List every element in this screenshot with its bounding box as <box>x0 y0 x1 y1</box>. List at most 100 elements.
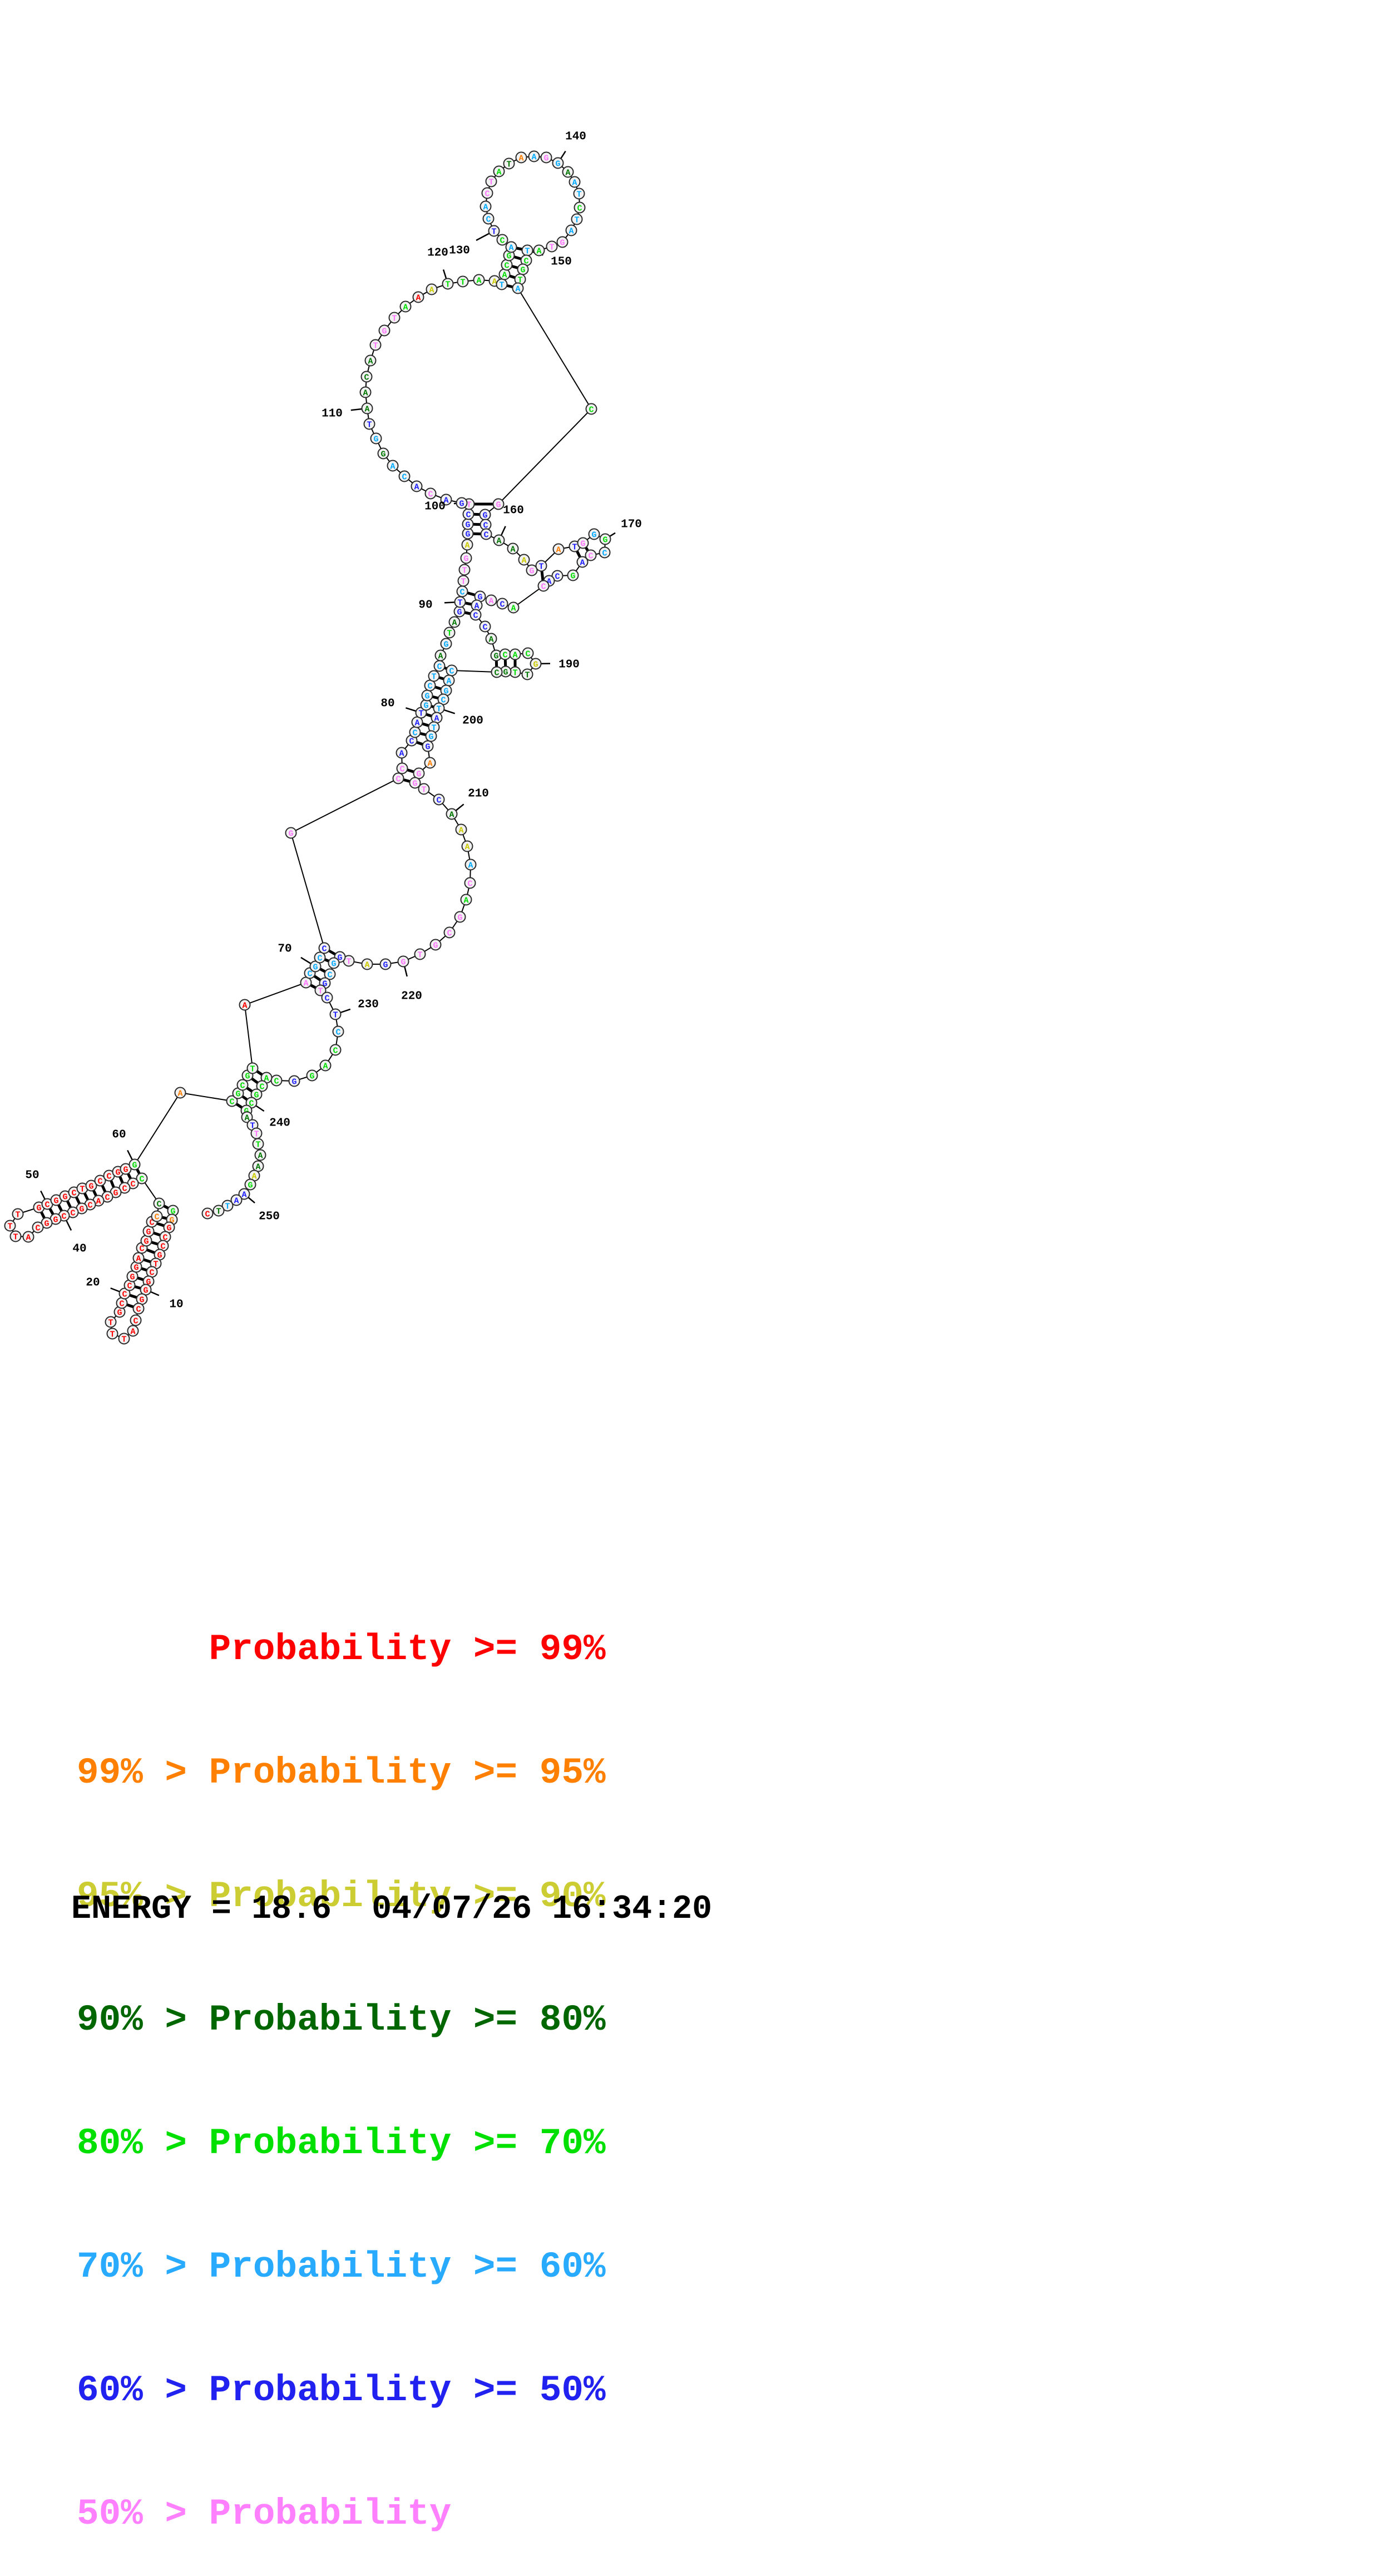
nucleotide-letter: C <box>106 1172 111 1181</box>
nucleotide-letter: C <box>333 1046 338 1055</box>
nucleotide-letter: T <box>15 1210 20 1220</box>
legend-line-below-50: 50% > Probability <box>77 2494 606 2535</box>
nucleotide-letter: G <box>134 1263 139 1272</box>
position-label: 80 <box>380 698 394 710</box>
nucleotide-letter: C <box>122 1290 127 1299</box>
nucleotide-letter: C <box>364 373 369 382</box>
nucleotide-letter: G <box>88 1182 93 1191</box>
position-label: 200 <box>462 715 483 728</box>
nucleotide-letter: A <box>510 545 515 554</box>
nucleotide-letter: C <box>502 650 507 660</box>
nucleotide-letter: C <box>119 1299 124 1309</box>
nucleotide-letter: T <box>7 1222 12 1231</box>
nucleotide-letter: C <box>427 682 432 691</box>
legend-line-99: Probability >= 99% <box>77 1629 606 1670</box>
nucleotide-letter: G <box>533 660 538 669</box>
nucleotide-letter: G <box>493 652 498 661</box>
nucleotide-letter: A <box>515 284 520 294</box>
nucleotide-letter: C <box>555 572 560 581</box>
nucleotide-letter: T <box>447 629 452 638</box>
nucleotide-letter: T <box>491 227 496 236</box>
position-label: 110 <box>322 408 343 421</box>
nucleotide-letter: C <box>317 954 322 963</box>
nucleotide-letter: C <box>70 1208 75 1218</box>
nucleotide-letter: A <box>26 1233 31 1242</box>
nucleotide-letter: T <box>538 562 543 571</box>
nucleotide-letter: A <box>323 1062 328 1071</box>
nucleotide-letter: T <box>431 672 436 682</box>
nucleotide-letter: T <box>225 1202 230 1211</box>
position-label: 60 <box>112 1129 126 1142</box>
nucleotide-letter: C <box>500 236 505 245</box>
nucleotide-letter: C <box>436 796 441 805</box>
probability-legend: Probability >= 99% 99% > Probability >= … <box>77 1547 606 2576</box>
nucleotide-letter: G <box>401 958 406 967</box>
nucleotide-letter: T <box>333 1010 338 1020</box>
position-label: 140 <box>565 131 586 144</box>
nucleotide-letter: G <box>459 499 464 509</box>
nucleotide-letter: T <box>549 243 554 252</box>
legend-line-60: 70% > Probability >= 60% <box>77 2247 606 2288</box>
nucleotide-letter: C <box>525 649 530 659</box>
nucleotide-letter: G <box>529 566 534 576</box>
nucleotide-letter: G <box>331 959 336 969</box>
energy-timestamp-line: ENERGY = 18.6 04/07/26 16:34:20 <box>71 1891 712 1928</box>
nucleotide-letter: C <box>87 1201 92 1210</box>
nucleotide-letter: C <box>588 551 593 561</box>
nucleotide-letter: C <box>467 879 472 889</box>
nucleotide-letter: A <box>531 152 536 162</box>
nucleotide-letter: A <box>511 604 516 613</box>
nucleotide-letter: C <box>500 600 505 609</box>
position-label: 160 <box>503 505 524 517</box>
nucleotide-letter: G <box>113 1188 118 1198</box>
nucleotide-letter: A <box>464 541 469 550</box>
nucleotide-letter: C <box>504 261 509 270</box>
nucleotide-letter: T <box>512 668 517 678</box>
nucleotide-letter: C <box>485 189 490 199</box>
nucleotide-letter: G <box>146 1227 151 1237</box>
nucleotide-letter: G <box>36 1203 41 1213</box>
position-label: 90 <box>418 599 432 612</box>
nucleotide-letter: C <box>61 1212 66 1221</box>
nucleotide-letter: A <box>569 226 574 236</box>
position-label: 10 <box>169 1299 183 1311</box>
nucleotide-letter: G <box>79 1205 84 1214</box>
nucleotide-letter: T <box>461 577 466 586</box>
nucleotide-letter: G <box>382 327 387 336</box>
nucleotide-letter: C <box>122 1184 127 1193</box>
nucleotide-letter: A <box>364 404 369 414</box>
nucleotide-letter: A <box>452 618 457 628</box>
nucleotide-letter: G <box>465 520 470 530</box>
nucleotide-letter: C <box>154 1212 159 1222</box>
nucleotide-letter: A <box>416 293 421 303</box>
nucleotide-letter: G <box>602 535 607 545</box>
position-label: 130 <box>449 245 470 258</box>
nucleotide-letter: G <box>506 251 511 261</box>
nucleotide-letter: G <box>123 1165 128 1175</box>
nucleotide-letter: C <box>412 728 417 738</box>
nucleotide-letter: A <box>399 749 404 758</box>
nucleotide-letter: T <box>373 341 378 351</box>
nucleotide-letter: G <box>463 554 468 564</box>
nucleotide-letter: A <box>536 246 541 256</box>
position-label: 170 <box>621 519 642 531</box>
position-label: 120 <box>427 247 448 260</box>
nucleotide-letter: T <box>576 190 581 199</box>
position-label: 190 <box>558 659 580 672</box>
nucleotide-letter: C <box>494 668 499 678</box>
nucleotide-letter: C <box>136 1305 141 1314</box>
nucleotide-letter: T <box>525 670 530 680</box>
nucleotide-letter: A <box>463 896 468 905</box>
nucleotide-letter: A <box>449 810 454 820</box>
nucleotide-letter: G <box>313 963 318 972</box>
nucleotide-letter: G <box>428 732 433 742</box>
nucleotide-letter: T <box>108 1318 113 1328</box>
nucleotide-letter: G <box>380 450 385 459</box>
nucleotide-letter: A <box>234 1196 239 1206</box>
nucleotide-letter: A <box>414 718 419 728</box>
nucleotide-letter: A <box>488 635 493 644</box>
nucleotide-letter: C <box>399 764 404 774</box>
nucleotide-letter: G <box>580 539 585 549</box>
nucleotide-letter: A <box>414 482 419 492</box>
nucleotide-letter: A <box>242 1001 247 1010</box>
